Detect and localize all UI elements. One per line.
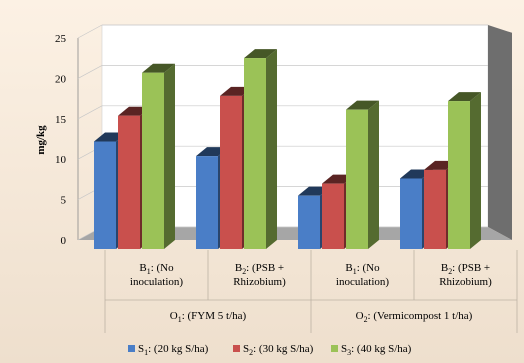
- bar-s3-cat-2: [244, 49, 277, 249]
- category-label: B2: (PSB +: [235, 262, 284, 276]
- bar-front: [322, 183, 344, 249]
- category-label-line2: inoculation): [130, 276, 183, 288]
- bar-top: [244, 49, 277, 59]
- bar-top: [448, 92, 481, 102]
- y-tick-label: 15: [55, 114, 67, 126]
- bar-front: [424, 169, 446, 249]
- legend-label-s3: S3: (40 kg S/ha): [341, 343, 412, 357]
- bar-front: [448, 101, 470, 249]
- gridline-depth: [77, 24, 103, 39]
- bar-front: [400, 178, 422, 249]
- bar-s3-cat-3: [346, 100, 379, 250]
- bar-side: [164, 63, 175, 250]
- y-tick-label: 0: [61, 235, 67, 247]
- bar-front: [196, 156, 218, 249]
- side-wall: [488, 25, 512, 240]
- bar-front: [142, 72, 164, 249]
- category-label-line2: Rhizobium): [233, 276, 286, 288]
- gridline-depth: [77, 105, 103, 120]
- legend-swatch-s3: [331, 345, 338, 352]
- bar-s3-cat-1: [142, 63, 175, 250]
- legend-label-s1: S1: (20 kg S/ha): [138, 343, 209, 357]
- category-label: B1: (No: [139, 262, 174, 276]
- bar-side: [266, 49, 277, 249]
- bar-front: [118, 115, 140, 249]
- bar-top: [346, 100, 379, 110]
- gridline-depth: [77, 65, 103, 79]
- y-axis-label: mg/kg: [35, 125, 47, 155]
- group-label: O1: (FYM 5 t/ha): [170, 310, 247, 324]
- y-tick-label: 25: [55, 33, 67, 45]
- category-label-line2: inoculation): [336, 276, 389, 288]
- legend-label-s2: S2: (30 kg S/ha): [243, 343, 314, 357]
- y-tick-label: 10: [55, 154, 67, 166]
- bar-top: [142, 63, 175, 73]
- bar-side: [368, 100, 379, 250]
- bar-front: [346, 109, 368, 250]
- legend-swatch-s2: [233, 345, 240, 352]
- category-label: B1: (No: [345, 262, 380, 276]
- y-tick-label: 20: [55, 73, 67, 85]
- bar-side: [470, 92, 481, 249]
- bar-s3-cat-4: [448, 92, 481, 249]
- bar-front: [244, 58, 266, 249]
- bar-front: [94, 141, 116, 249]
- category-label: B2: (PSB +: [441, 262, 490, 276]
- group-label: O2: (Vermicompost 1 t/ha): [356, 310, 473, 324]
- category-label-line2: Rhizobium): [439, 276, 492, 288]
- bar-front: [220, 95, 242, 249]
- legend: S1: (20 kg S/ha) S2: (30 kg S/ha) S3: (40 …: [128, 343, 412, 357]
- y-tick-label: 5: [61, 195, 67, 207]
- legend-swatch-s1: [128, 345, 135, 352]
- bar-front: [298, 195, 320, 249]
- bar-series: [94, 49, 481, 250]
